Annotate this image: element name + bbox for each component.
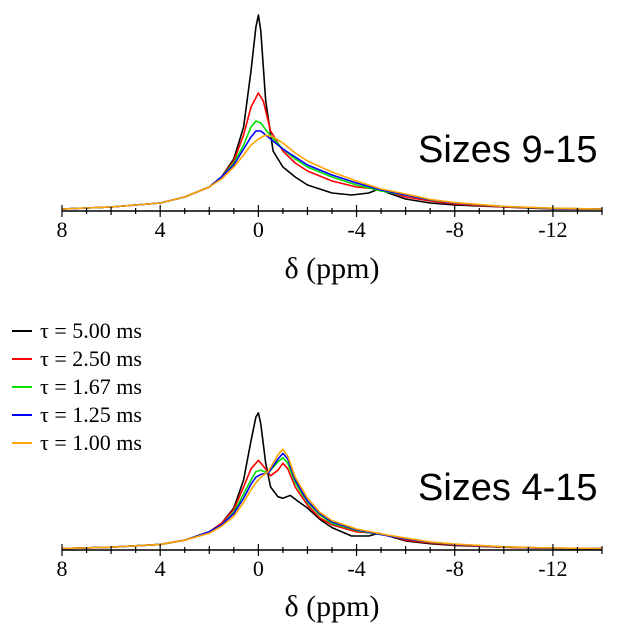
top-x-tick-label: 0 [253,217,264,242]
top-spectrum-panel: 8 4 0 -4 -8 -12 Sizes 9-15 δ (ppm) [57,14,603,285]
legend: τ = 5.00 ms τ = 2.50 ms τ = 1.67 ms τ = 1.2… [12,318,142,455]
top-x-tick-label: 8 [57,217,68,242]
top-x-tick-label: -8 [446,217,464,242]
legend-label: τ = 5.00 ms [40,318,142,343]
legend-label: τ = 1.00 ms [40,430,142,455]
bottom-x-tick-label: 0 [253,556,264,581]
bottom-x-axis-label: δ (ppm) [285,590,380,623]
top-x-tick-label: -12 [538,217,567,242]
bottom-x-tick-label: 4 [155,556,166,581]
bottom-x-tick-label: -4 [347,556,365,581]
legend-label: τ = 2.50 ms [40,346,142,371]
top-x-tick-label: -4 [347,217,365,242]
top-x-axis-label: δ (ppm) [285,252,380,285]
top-panel-title: Sizes 9-15 [418,129,598,171]
legend-label: τ = 1.25 ms [40,402,142,427]
bottom-curves [61,411,603,550]
legend-label: τ = 1.67 ms [40,374,142,399]
bottom-spectrum-panel: 8 4 0 -4 -8 -12 Sizes 4-15 δ (ppm) [57,411,603,623]
bottom-series-line-5 [61,448,603,550]
top-series-line-5 [61,134,603,210]
bottom-x-tick-label: -8 [446,556,464,581]
bottom-x-ticks: 8 4 0 -4 -8 -12 [57,544,603,581]
bottom-x-tick-label: -12 [538,556,567,581]
bottom-x-tick-label: 8 [57,556,68,581]
top-x-tick-label: 4 [155,217,166,242]
top-x-ticks: 8 4 0 -4 -8 -12 [57,205,603,242]
top-curves [61,14,603,210]
bottom-panel-title: Sizes 4-15 [418,467,598,509]
top-series-line-1 [61,14,602,210]
